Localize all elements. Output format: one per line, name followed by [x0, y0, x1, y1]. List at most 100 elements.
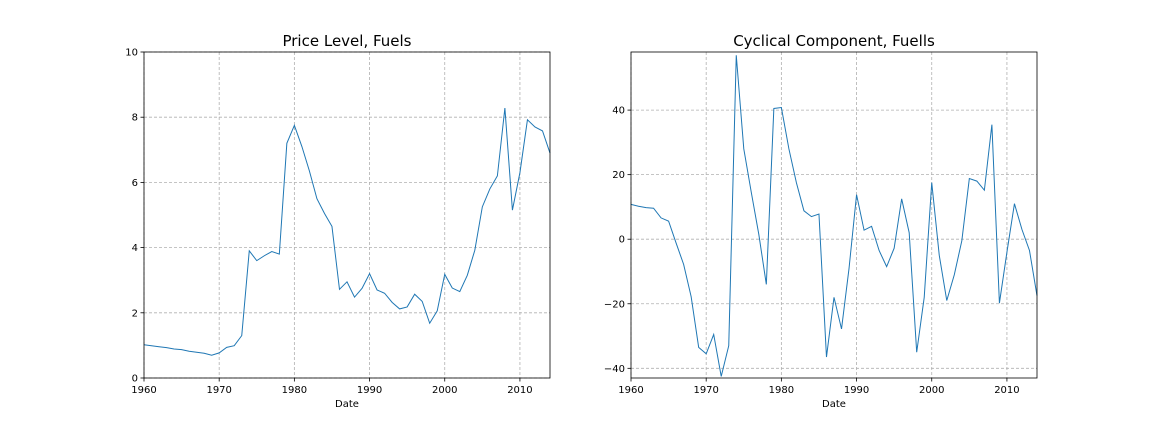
data-point — [751, 192, 752, 193]
data-point — [542, 130, 543, 131]
data-point — [939, 255, 940, 256]
data-point — [414, 294, 415, 295]
chart-title: Cyclical Component, Fuells — [733, 32, 935, 50]
chart-title: Price Level, Fuels — [282, 32, 411, 50]
data-point — [437, 310, 438, 311]
data-point — [984, 190, 985, 191]
data-point — [459, 291, 460, 292]
data-point — [766, 284, 767, 285]
data-point — [271, 251, 272, 252]
y-tick-label: 2 — [132, 308, 138, 319]
data-point — [924, 297, 925, 298]
plot-frame — [143, 51, 551, 379]
data-point — [728, 345, 729, 346]
data-point — [863, 230, 864, 231]
data-point — [931, 182, 932, 183]
data-point — [1021, 229, 1022, 230]
data-point — [999, 303, 1000, 304]
y-tick-label: 8 — [132, 113, 138, 124]
data-point — [264, 255, 265, 256]
data-point — [833, 297, 834, 298]
x-ticks: 1960 1970 1980 1990 2000 2010 — [618, 378, 1020, 396]
data-point — [1014, 203, 1015, 204]
data-point — [773, 108, 774, 109]
data-point — [916, 352, 917, 353]
data-point — [399, 308, 400, 309]
data-point — [668, 221, 669, 222]
data-point — [482, 206, 483, 207]
data-point — [474, 250, 475, 251]
y-tick-label: −20 — [604, 299, 625, 310]
data-point — [527, 119, 528, 120]
data-point — [841, 328, 842, 329]
data-point — [1029, 250, 1030, 251]
data-point — [894, 248, 895, 249]
x-axis-label: Date — [335, 399, 359, 410]
x-tick-label: 1980 — [282, 385, 307, 396]
y-tick-label: 40 — [612, 106, 625, 117]
data-point — [683, 264, 684, 265]
y-tick-label: 10 — [125, 48, 138, 59]
data-point — [226, 347, 227, 348]
y-ticks: −40 −20 0 20 40 — [604, 106, 631, 375]
data-point — [376, 289, 377, 290]
data-point — [826, 356, 827, 357]
data-point — [196, 352, 197, 353]
data-point — [181, 349, 182, 350]
data-point — [871, 226, 872, 227]
data-point — [158, 346, 159, 347]
data-point — [294, 125, 295, 126]
data-point — [691, 296, 692, 297]
x-tick-label: 2000 — [432, 385, 457, 396]
data-point — [444, 274, 445, 275]
data-point — [346, 281, 347, 282]
data-point — [467, 275, 468, 276]
data-point — [173, 348, 174, 349]
data-point — [339, 289, 340, 290]
data-point — [519, 172, 520, 173]
data-point — [976, 181, 977, 182]
data-point — [781, 107, 782, 108]
y-tick-label: 0 — [619, 235, 625, 246]
data-point — [645, 207, 646, 208]
plot-frame — [630, 51, 1038, 379]
x-tick-label: 1970 — [693, 385, 718, 396]
data-point — [361, 288, 362, 289]
data-point — [811, 216, 812, 217]
data-point — [848, 268, 849, 269]
data-point — [234, 345, 235, 346]
data-point — [713, 334, 714, 335]
data-point — [638, 206, 639, 207]
data-point — [279, 254, 280, 255]
y-tick-label: 6 — [132, 178, 138, 189]
y-tick-label: 0 — [132, 374, 138, 385]
data-point — [204, 353, 205, 354]
x-tick-label: 1980 — [769, 385, 794, 396]
data-point — [803, 210, 804, 211]
x-tick-label: 1990 — [357, 385, 382, 396]
data-point — [954, 274, 955, 275]
data-point — [818, 213, 819, 214]
data-point — [706, 353, 707, 354]
data-point — [211, 355, 212, 356]
fuels-price-line — [143, 108, 551, 356]
data-point — [1006, 252, 1007, 253]
data-point — [991, 124, 992, 125]
data-point — [758, 234, 759, 235]
price-level-chart: Price Level, Fuels 1960 1970 1980 1990 2000 2… — [125, 32, 551, 410]
x-tick-label: 2010 — [507, 385, 532, 396]
data-point — [452, 287, 453, 288]
data-point — [909, 232, 910, 233]
data-point — [392, 302, 393, 303]
y-tick-label: 4 — [132, 243, 138, 254]
data-point — [512, 210, 513, 211]
cyclical-component-chart: Cyclical Component, Fuells 1960 1970 1980 1… — [604, 32, 1038, 410]
data-point — [219, 352, 220, 353]
data-point — [166, 347, 167, 348]
x-tick-label: 2010 — [994, 385, 1019, 396]
data-point — [796, 182, 797, 183]
x-ticks: 1960 1970 1980 1990 2000 2010 — [131, 378, 533, 396]
data-point — [653, 208, 654, 209]
data-point — [698, 347, 699, 348]
